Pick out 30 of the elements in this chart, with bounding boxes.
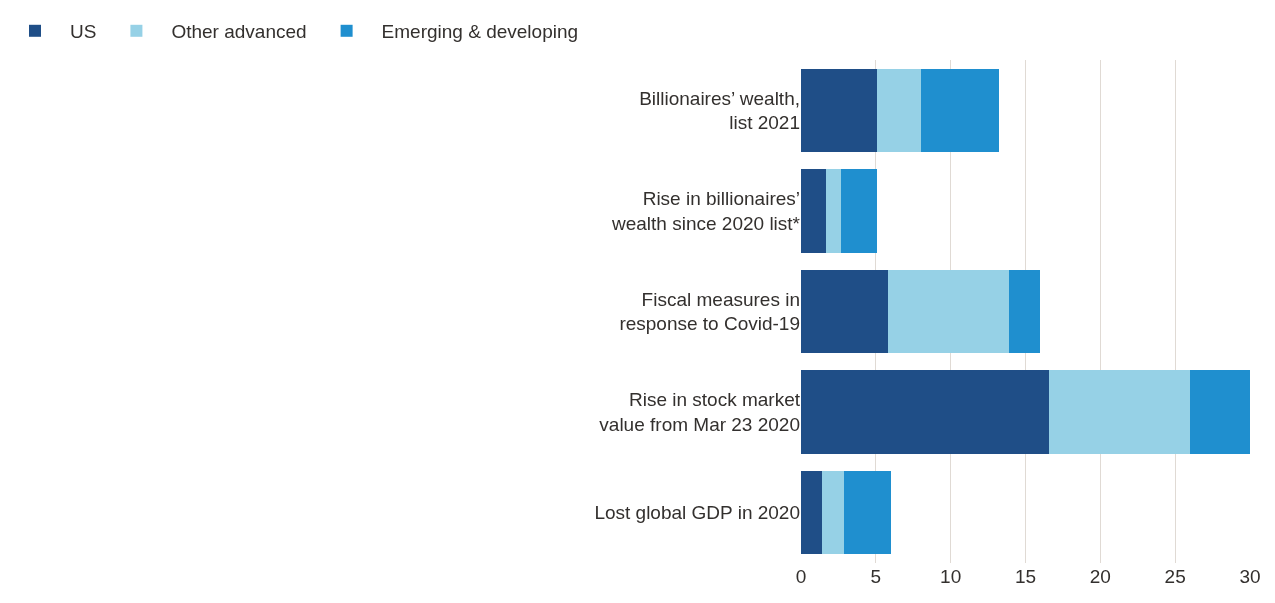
bar: [844, 470, 891, 555]
x-tick-label: 25: [1164, 566, 1186, 587]
bar: [801, 68, 878, 153]
y-tick-label: Rise in stock market value from Mar 23 2020: [599, 389, 801, 436]
bar: [877, 68, 921, 153]
y-tick-label: Rise in billionaires’ wealth since 2020 list*: [611, 188, 801, 234]
bar: [821, 470, 845, 555]
bar: [801, 370, 1050, 454]
x-tick-label: 15: [1014, 566, 1037, 587]
bar: [801, 169, 827, 253]
x-tick-label: 20: [1089, 566, 1111, 587]
bar: [841, 169, 878, 253]
y-tick-label: Lost global GDP in 2020: [594, 502, 800, 524]
legend-label: Other advanced: [171, 21, 307, 43]
x-tick-label: 10: [940, 566, 962, 587]
x-tick-label: 5: [870, 566, 882, 587]
legend-label: US: [70, 21, 97, 43]
legend-label: Emerging & developing: [381, 21, 579, 43]
bar: [826, 169, 842, 253]
bar: [801, 470, 822, 555]
bar: [1009, 269, 1041, 354]
y-tick-label: Billionaires’ wealth, list 2021: [639, 87, 800, 134]
bar: [801, 269, 888, 354]
bar: [920, 68, 999, 153]
y-tick-label: Fiscal measures in response to Covid-19: [619, 288, 800, 335]
bar: [887, 269, 1010, 354]
x-tick-label: 30: [1239, 566, 1261, 587]
x-tick-label: 0: [795, 566, 807, 587]
bar: [1190, 370, 1250, 454]
bar: [1049, 370, 1191, 454]
